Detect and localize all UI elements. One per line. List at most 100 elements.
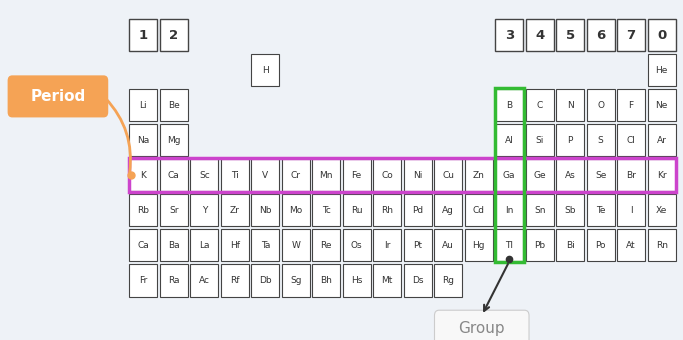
FancyBboxPatch shape xyxy=(221,229,249,261)
Text: Co: Co xyxy=(381,171,393,180)
Text: Nb: Nb xyxy=(259,206,272,215)
FancyBboxPatch shape xyxy=(587,124,615,156)
Text: Bi: Bi xyxy=(566,241,574,250)
Text: Os: Os xyxy=(351,241,363,250)
Text: Ra: Ra xyxy=(168,276,180,285)
Text: Ca: Ca xyxy=(168,171,180,180)
FancyBboxPatch shape xyxy=(281,194,310,226)
Text: Rf: Rf xyxy=(230,276,240,285)
Text: Xe: Xe xyxy=(656,206,667,215)
FancyBboxPatch shape xyxy=(526,229,554,261)
FancyBboxPatch shape xyxy=(160,19,188,51)
FancyBboxPatch shape xyxy=(191,159,219,191)
Text: Tc: Tc xyxy=(322,206,331,215)
Text: 3: 3 xyxy=(505,29,514,41)
Text: Cd: Cd xyxy=(473,206,485,215)
FancyBboxPatch shape xyxy=(312,159,340,191)
Text: Mo: Mo xyxy=(289,206,303,215)
FancyBboxPatch shape xyxy=(587,229,615,261)
FancyBboxPatch shape xyxy=(404,264,432,296)
FancyBboxPatch shape xyxy=(281,264,310,296)
Text: Ge: Ge xyxy=(533,171,546,180)
FancyBboxPatch shape xyxy=(434,229,462,261)
Text: S: S xyxy=(598,136,604,145)
FancyBboxPatch shape xyxy=(526,124,554,156)
FancyBboxPatch shape xyxy=(221,194,249,226)
Text: Db: Db xyxy=(259,276,272,285)
Text: Na: Na xyxy=(137,136,150,145)
Text: Ga: Ga xyxy=(503,171,516,180)
FancyBboxPatch shape xyxy=(251,54,279,86)
Text: Mt: Mt xyxy=(382,276,393,285)
Text: Rn: Rn xyxy=(656,241,668,250)
Text: Period: Period xyxy=(30,89,85,104)
FancyBboxPatch shape xyxy=(221,264,249,296)
FancyBboxPatch shape xyxy=(160,229,188,261)
FancyBboxPatch shape xyxy=(587,159,615,191)
Text: Se: Se xyxy=(595,171,607,180)
FancyBboxPatch shape xyxy=(647,124,675,156)
Text: K: K xyxy=(141,171,146,180)
Text: W: W xyxy=(292,241,301,250)
Text: Mn: Mn xyxy=(320,171,333,180)
FancyBboxPatch shape xyxy=(129,124,157,156)
FancyBboxPatch shape xyxy=(160,194,188,226)
FancyBboxPatch shape xyxy=(343,159,371,191)
FancyBboxPatch shape xyxy=(251,264,279,296)
Text: Ba: Ba xyxy=(168,241,180,250)
Text: Pb: Pb xyxy=(534,241,545,250)
FancyBboxPatch shape xyxy=(191,264,219,296)
Text: F: F xyxy=(628,101,634,110)
Text: 0: 0 xyxy=(657,29,667,41)
FancyBboxPatch shape xyxy=(464,229,492,261)
Bar xyxy=(494,88,524,262)
FancyBboxPatch shape xyxy=(281,229,310,261)
Text: Mg: Mg xyxy=(167,136,180,145)
FancyBboxPatch shape xyxy=(556,229,584,261)
FancyBboxPatch shape xyxy=(495,159,523,191)
FancyBboxPatch shape xyxy=(129,264,157,296)
FancyBboxPatch shape xyxy=(251,229,279,261)
FancyBboxPatch shape xyxy=(191,229,219,261)
FancyBboxPatch shape xyxy=(129,194,157,226)
FancyBboxPatch shape xyxy=(312,194,340,226)
FancyBboxPatch shape xyxy=(556,124,584,156)
FancyBboxPatch shape xyxy=(373,159,401,191)
Text: Sn: Sn xyxy=(534,206,546,215)
Text: Sc: Sc xyxy=(199,171,210,180)
Text: Be: Be xyxy=(168,101,180,110)
Text: Re: Re xyxy=(320,241,332,250)
FancyBboxPatch shape xyxy=(495,229,523,261)
Text: Hf: Hf xyxy=(229,241,240,250)
FancyBboxPatch shape xyxy=(160,159,188,191)
Text: Ne: Ne xyxy=(656,101,668,110)
FancyBboxPatch shape xyxy=(160,89,188,121)
Text: Pd: Pd xyxy=(412,206,423,215)
FancyBboxPatch shape xyxy=(647,159,675,191)
Text: Hg: Hg xyxy=(473,241,485,250)
FancyBboxPatch shape xyxy=(617,229,645,261)
FancyBboxPatch shape xyxy=(312,229,340,261)
Text: Fr: Fr xyxy=(139,276,148,285)
FancyBboxPatch shape xyxy=(191,194,219,226)
FancyBboxPatch shape xyxy=(129,19,157,51)
FancyBboxPatch shape xyxy=(647,229,675,261)
FancyBboxPatch shape xyxy=(556,89,584,121)
Text: 7: 7 xyxy=(626,29,636,41)
Text: He: He xyxy=(656,66,668,74)
Text: Bh: Bh xyxy=(320,276,332,285)
Text: Group: Group xyxy=(458,321,505,336)
Text: 5: 5 xyxy=(566,29,575,41)
Text: In: In xyxy=(505,206,514,215)
Text: Br: Br xyxy=(626,171,636,180)
Text: Ca: Ca xyxy=(137,241,149,250)
FancyBboxPatch shape xyxy=(587,194,615,226)
Text: Kr: Kr xyxy=(657,171,667,180)
FancyBboxPatch shape xyxy=(647,54,675,86)
Text: Al: Al xyxy=(505,136,514,145)
Text: Sb: Sb xyxy=(564,206,576,215)
FancyBboxPatch shape xyxy=(495,89,523,121)
FancyBboxPatch shape xyxy=(617,89,645,121)
Text: Sg: Sg xyxy=(290,276,301,285)
FancyBboxPatch shape xyxy=(495,124,523,156)
